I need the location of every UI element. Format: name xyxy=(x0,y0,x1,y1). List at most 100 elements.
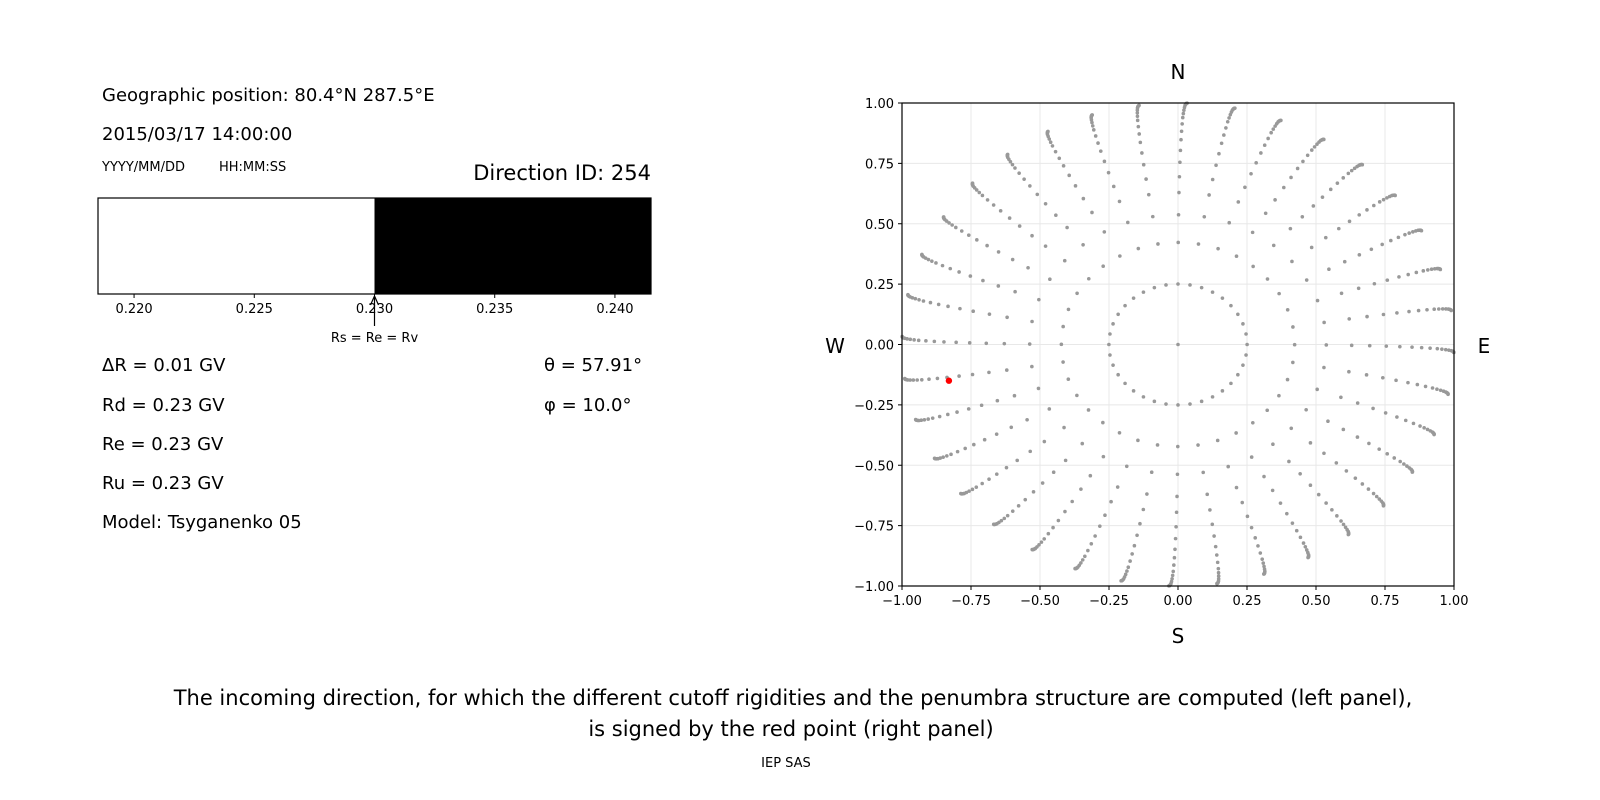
grid-point xyxy=(1394,378,1398,383)
grid-point xyxy=(902,376,907,381)
grid-point xyxy=(1091,128,1096,132)
grid-point xyxy=(1335,181,1340,185)
grid-point xyxy=(1225,119,1230,124)
direction-sky-map: −1.00 −0.75 −0.50 −0.25 0.00 0.25 0.50 0.75 1.00… xyxy=(825,60,1490,648)
phi-value: φ = 10.0° xyxy=(544,395,632,416)
grid-point xyxy=(1322,365,1326,370)
grid-point xyxy=(1179,137,1183,142)
grid-point xyxy=(1324,501,1328,505)
x-tick-label: 0.235 xyxy=(476,302,513,317)
grid-point xyxy=(911,378,916,382)
grid-point xyxy=(1043,244,1048,248)
grid-point xyxy=(979,403,984,408)
caption-line-2: is signed by the red point (right panel) xyxy=(588,717,994,741)
grid-point xyxy=(1315,298,1320,303)
grid-point xyxy=(1258,551,1263,555)
grid-point xyxy=(1182,108,1186,113)
grid-point xyxy=(1010,162,1015,167)
grid-point xyxy=(1425,268,1430,272)
grid-point xyxy=(1081,196,1086,201)
grid-point xyxy=(1282,185,1286,190)
grid-point xyxy=(1245,514,1250,519)
grid-point xyxy=(1214,163,1218,168)
grid-point xyxy=(1178,148,1183,153)
grid-point xyxy=(1030,233,1034,238)
grid-point xyxy=(932,456,937,461)
grid-point xyxy=(1346,171,1351,176)
grid-point xyxy=(1215,581,1219,586)
grid-point xyxy=(998,209,1003,213)
grid-point xyxy=(1326,419,1330,424)
grid-point xyxy=(1443,347,1448,352)
grid-point xyxy=(950,223,954,227)
grid-point xyxy=(1028,184,1032,188)
grid-point xyxy=(1073,566,1077,571)
y-tick-label: −0.50 xyxy=(854,459,894,474)
grid-point xyxy=(991,522,996,527)
grid-point xyxy=(1430,386,1435,390)
grid-point xyxy=(1111,322,1115,326)
grid-point xyxy=(945,454,949,458)
grid-point xyxy=(1138,140,1143,145)
grid-point xyxy=(1017,171,1021,175)
grid-point xyxy=(955,449,960,454)
grid-point xyxy=(1336,226,1341,231)
grid-point xyxy=(1346,532,1351,537)
grid-point xyxy=(1403,418,1408,423)
grid-point xyxy=(1174,524,1178,529)
grid-point xyxy=(1360,162,1365,167)
grid-point xyxy=(924,339,928,343)
grid-point xyxy=(1088,473,1093,478)
grid-point xyxy=(1164,283,1168,287)
grid-point xyxy=(1222,133,1226,137)
grid-point xyxy=(1135,533,1139,538)
grid-point xyxy=(1137,103,1141,108)
grid-point xyxy=(1080,441,1085,446)
grid-point xyxy=(1103,513,1107,517)
grid-point xyxy=(920,377,924,382)
grid-point xyxy=(1155,443,1160,447)
grid-point xyxy=(1435,387,1439,391)
grid-point xyxy=(1051,525,1055,530)
grid-point xyxy=(996,250,1001,254)
grid-point xyxy=(1057,156,1062,161)
grid-point xyxy=(1010,257,1015,262)
grid-point xyxy=(1398,344,1402,349)
grid-point xyxy=(1384,344,1389,348)
grid-point xyxy=(1135,111,1140,115)
grid-point xyxy=(1141,395,1146,399)
x-tick-label: −1.00 xyxy=(882,594,922,609)
grid-point xyxy=(1016,504,1021,508)
grid-point xyxy=(1135,118,1140,123)
grid-point xyxy=(1131,389,1136,393)
grid-point xyxy=(1234,254,1239,259)
grid-point xyxy=(1265,408,1270,413)
grid-point xyxy=(1425,427,1430,432)
grid-point xyxy=(1415,382,1420,387)
grid-point xyxy=(1341,176,1346,180)
grid-point xyxy=(1372,203,1376,208)
grid-point xyxy=(1102,230,1107,234)
grid-point xyxy=(1040,481,1045,485)
grid-point xyxy=(1101,264,1105,268)
grid-point xyxy=(1042,439,1047,444)
grid-point xyxy=(1146,192,1151,197)
y-tick-label: −0.25 xyxy=(854,399,894,414)
theta-value: θ = 57.91° xyxy=(544,355,643,376)
grid-point xyxy=(915,378,919,382)
grid-point xyxy=(1093,134,1098,138)
grid-point xyxy=(1216,566,1221,571)
grid-point xyxy=(1096,141,1100,145)
grid-point xyxy=(1241,322,1245,326)
credit-label: IEP SAS xyxy=(761,756,811,771)
grid-point xyxy=(1372,281,1377,286)
grid-point xyxy=(1164,402,1168,406)
grid-point xyxy=(968,274,973,278)
grid-point xyxy=(1175,472,1180,477)
grid-point xyxy=(987,477,991,481)
grid-point xyxy=(1224,126,1228,130)
grid-point xyxy=(1176,212,1181,217)
grid-point xyxy=(1219,141,1224,146)
grid-point xyxy=(1356,286,1361,291)
grid-point xyxy=(1411,421,1416,426)
